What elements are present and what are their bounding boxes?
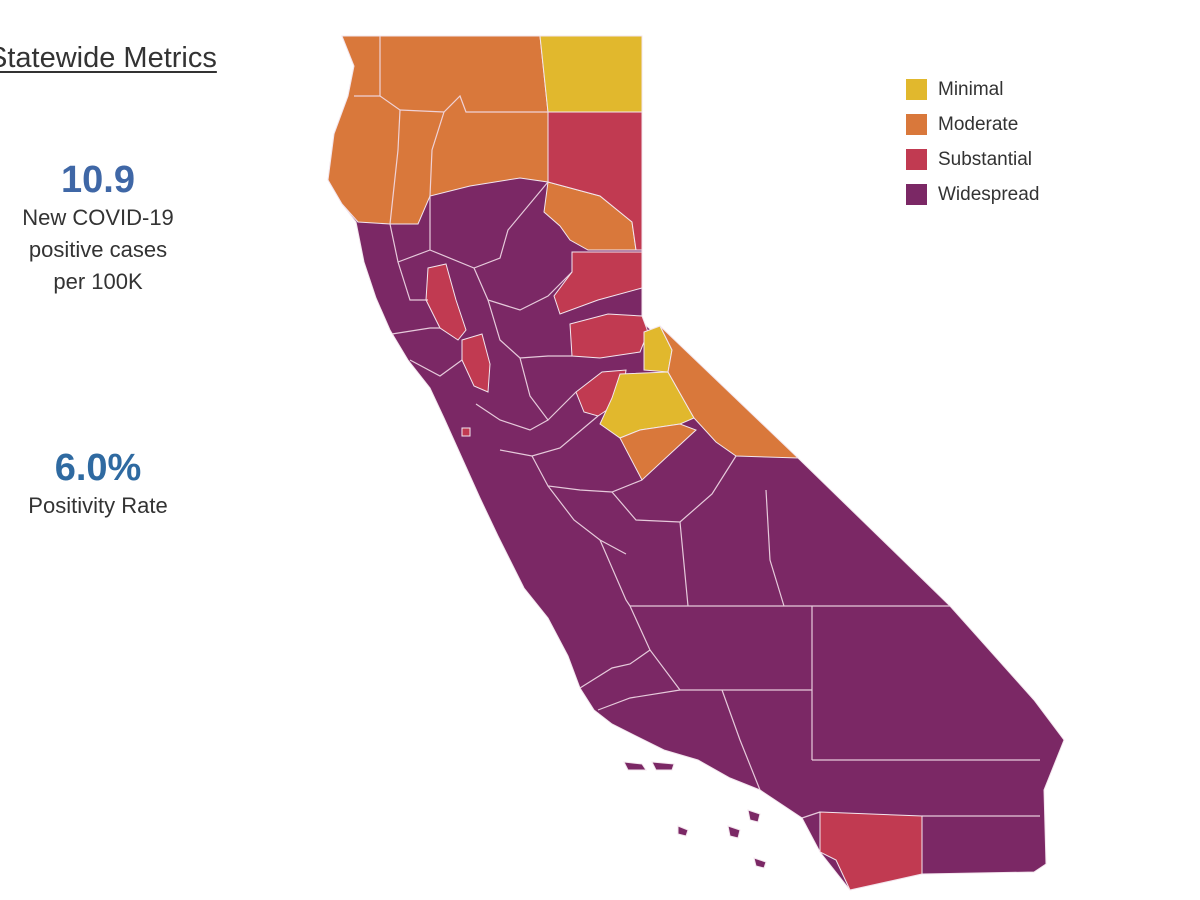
map-san-diego-region — [819, 811, 923, 891]
map-north-central-east — [569, 313, 649, 359]
legend-label-substantial: Substantial — [938, 148, 1033, 170]
county-borders — [354, 36, 1040, 819]
county-border-11 — [679, 521, 689, 607]
cases-metric: 10.9 New COVID-19 positive cases per 100… — [0, 158, 198, 298]
legend-swatch-widespread — [906, 184, 927, 205]
legend-item-moderate: Moderate — [906, 107, 1039, 142]
legend-swatch-minimal — [906, 79, 927, 100]
map-island-1 — [623, 761, 647, 771]
map-northeast-region — [539, 35, 643, 113]
county-border-29 — [354, 36, 381, 97]
county-border-6 — [499, 415, 599, 457]
map-island-5 — [677, 825, 689, 837]
county-border-1 — [429, 181, 549, 269]
county-border-19 — [597, 689, 681, 711]
cases-label: New COVID-19 positive cases per 100K — [0, 202, 198, 298]
positivity-label: Positivity Rate — [28, 493, 168, 518]
map-north-central-sliver — [425, 263, 467, 341]
county-border-26 — [379, 95, 401, 225]
map-bay-dot — [461, 427, 471, 437]
county-border-4 — [519, 357, 577, 421]
map-island-6 — [753, 857, 767, 869]
county-border-24 — [391, 327, 440, 335]
map-north-central-region — [547, 111, 643, 251]
cases-label-line-3: per 100K — [53, 269, 143, 294]
positivity-value: 6.0% — [54, 447, 142, 489]
page-title: Statewide Metrics — [0, 42, 217, 74]
cases-label-line-1: New COVID-19 — [22, 205, 174, 230]
cases-value: 10.9 — [61, 159, 135, 201]
county-border-5 — [475, 403, 549, 431]
legend-label-widespread: Widespread — [938, 183, 1040, 205]
county-border-25 — [409, 359, 463, 377]
legend-swatch-moderate — [906, 114, 927, 135]
county-border-7 — [531, 455, 643, 493]
map-north-central-band — [553, 251, 643, 315]
legend-label-minimal: Minimal — [938, 78, 1004, 100]
county-border-13 — [765, 489, 785, 607]
legend-item-minimal: Minimal — [906, 72, 1039, 107]
county-border-10 — [599, 539, 631, 607]
positivity-metric: 6.0% Positivity Rate — [0, 446, 198, 522]
county-border-27 — [399, 94, 548, 113]
legend-item-substantial: Substantial — [906, 142, 1039, 177]
legend-swatch-substantial — [906, 149, 927, 170]
legend-item-widespread: Widespread — [906, 177, 1039, 212]
map-island-4 — [727, 825, 741, 839]
county-border-18 — [579, 649, 651, 689]
county-border-8 — [547, 485, 627, 555]
map-island-2 — [651, 761, 675, 771]
map-legend: Minimal Moderate Substantial Widespread — [906, 72, 1039, 212]
legend-label-moderate: Moderate — [938, 113, 1019, 135]
county-border-20 — [801, 811, 821, 819]
county-border-17 — [721, 689, 761, 791]
map-island-3 — [747, 809, 761, 823]
cases-label-line-2: positive cases — [28, 237, 168, 262]
map-eastern-sierra-region — [659, 325, 800, 459]
county-border-23 — [397, 261, 428, 301]
county-border-2 — [473, 267, 573, 311]
county-border-28 — [429, 111, 445, 197]
